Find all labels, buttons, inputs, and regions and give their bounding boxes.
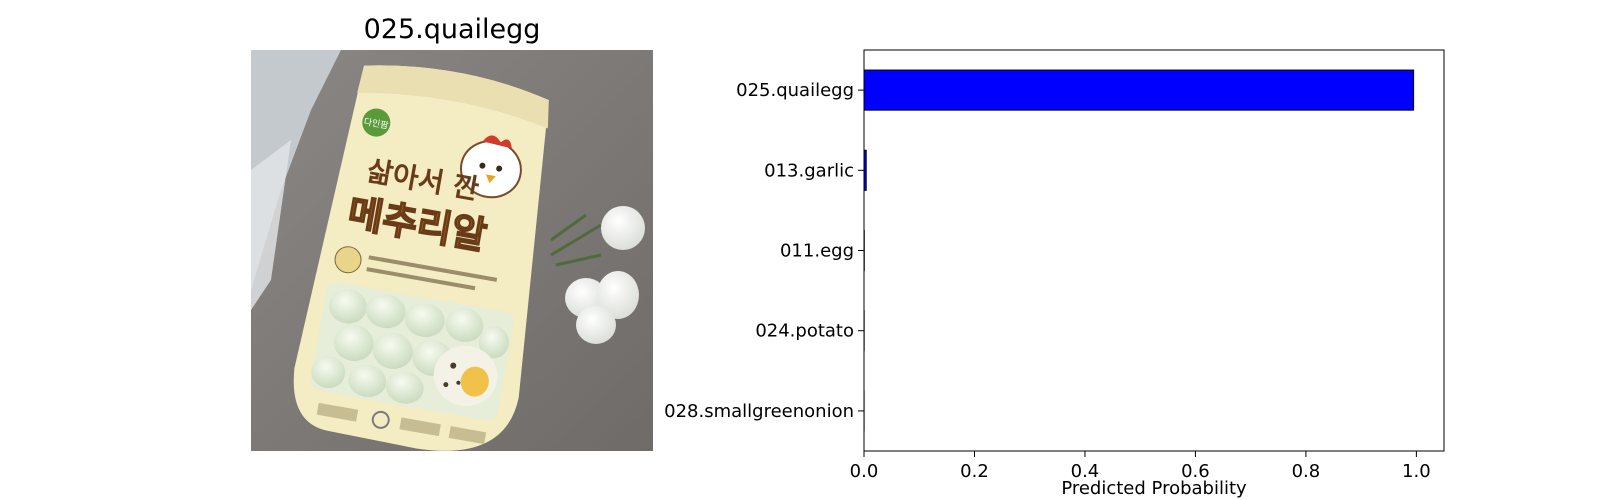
brand-logo: 다인팜: [363, 116, 389, 131]
y-tick-label: 028.smallgreenonion: [664, 401, 854, 422]
y-tick-label: 025.quailegg: [736, 80, 854, 101]
y-tick-label: 024.potato: [755, 321, 854, 342]
product-photo: 다인팜 삶아서 깐 메추리알: [251, 50, 653, 451]
x-axis-label: Predicted Probability: [1061, 478, 1247, 499]
x-tick-label: 0.6: [1181, 461, 1210, 482]
x-axis-ticks: 0.0 0.2 0.4 0.6 0.8 1.0: [850, 451, 1431, 482]
x-tick-label: 0.0: [850, 461, 879, 482]
package: 다인팜 삶아서 깐 메추리알: [293, 65, 549, 451]
image-title: 025.quailegg: [363, 14, 541, 45]
x-tick-label: 0.2: [960, 461, 989, 482]
bars: [863, 69, 1415, 432]
x-tick-label: 0.4: [1071, 461, 1100, 482]
x-tick-label: 1.0: [1402, 461, 1431, 482]
bar-025.quailegg: [863, 69, 1415, 111]
y-tick-label: 013.garlic: [764, 160, 854, 181]
y-tick-label: 011.egg: [780, 241, 854, 262]
x-tick-label: 0.8: [1292, 461, 1321, 482]
y-axis-ticks: 025.quailegg 013.garlic 011.egg 024.potato 0…: [664, 80, 864, 422]
